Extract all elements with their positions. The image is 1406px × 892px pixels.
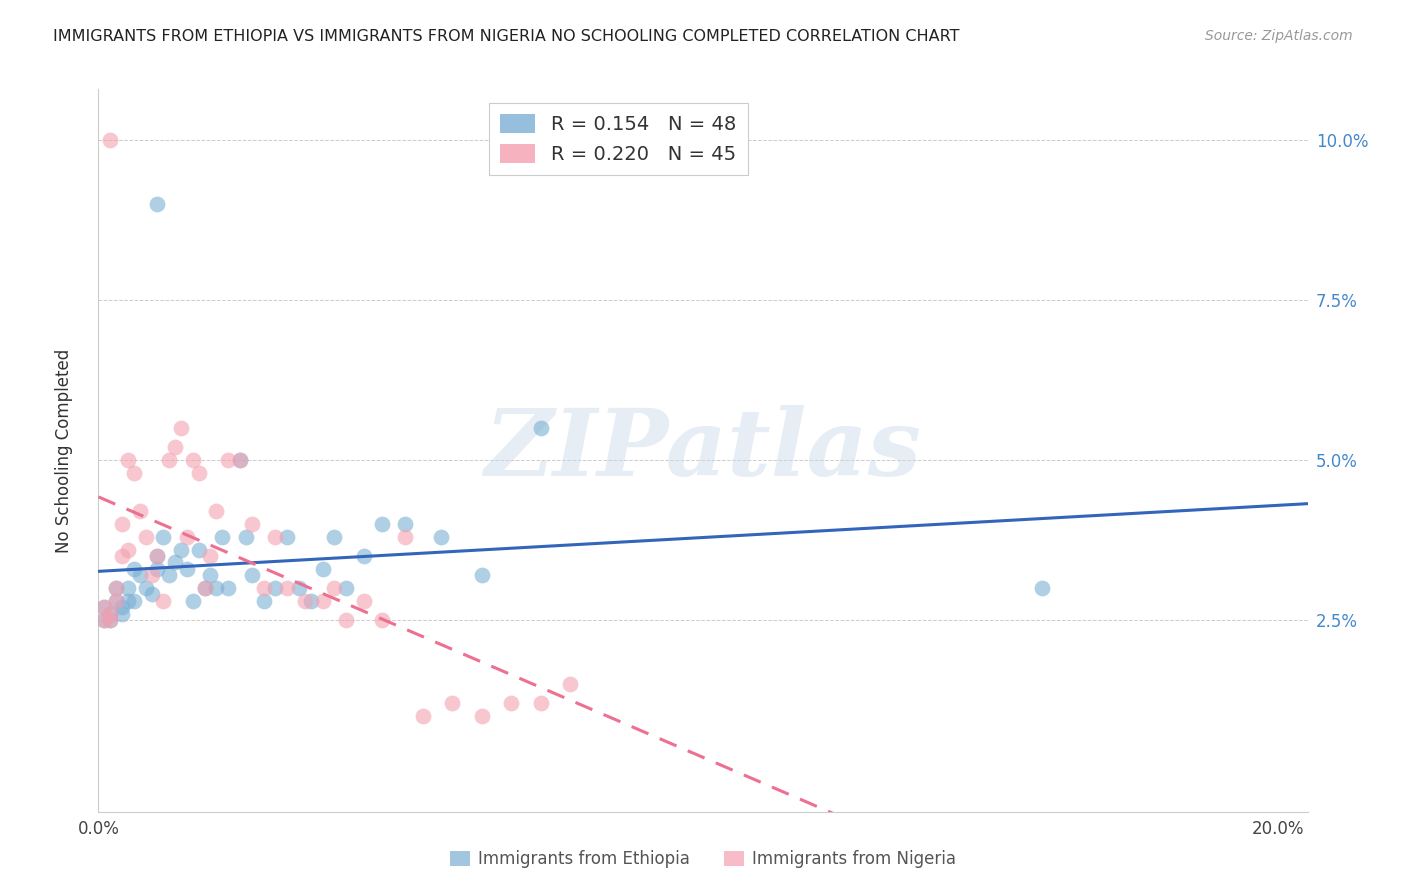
Point xyxy=(264,530,287,544)
Point xyxy=(471,708,494,723)
Point xyxy=(128,504,150,518)
Point xyxy=(181,593,204,607)
Point xyxy=(93,600,115,615)
Legend: R = 0.154   N = 48, R = 0.220   N = 45: R = 0.154 N = 48, R = 0.220 N = 45 xyxy=(489,103,748,176)
Point xyxy=(187,466,209,480)
Point xyxy=(200,549,222,563)
Point xyxy=(560,677,582,691)
Point xyxy=(93,600,115,615)
Point xyxy=(141,568,163,582)
Point xyxy=(441,696,464,710)
Point xyxy=(501,696,523,710)
Point xyxy=(122,562,145,576)
Point xyxy=(111,607,134,621)
Point xyxy=(111,600,134,615)
Point xyxy=(187,542,209,557)
Point xyxy=(1031,581,1053,595)
Point xyxy=(146,197,169,211)
Point xyxy=(211,530,233,544)
Point xyxy=(471,568,494,582)
Point xyxy=(429,530,451,544)
Point xyxy=(240,568,263,582)
Y-axis label: No Schooling Completed: No Schooling Completed xyxy=(55,349,73,552)
Point xyxy=(128,568,150,582)
Point xyxy=(217,453,239,467)
Point xyxy=(105,581,128,595)
Text: Source: ZipAtlas.com: Source: ZipAtlas.com xyxy=(1205,29,1353,43)
Point xyxy=(205,504,228,518)
Point xyxy=(353,549,375,563)
Point xyxy=(194,581,217,595)
Point xyxy=(194,581,217,595)
Point xyxy=(323,581,346,595)
Point xyxy=(165,440,187,454)
Point xyxy=(370,516,392,531)
Point xyxy=(122,466,145,480)
Point xyxy=(122,593,145,607)
Point xyxy=(311,593,333,607)
Legend: Immigrants from Ethiopia, Immigrants from Nigeria: Immigrants from Ethiopia, Immigrants fro… xyxy=(443,844,963,875)
Point xyxy=(205,581,228,595)
Point xyxy=(530,421,553,435)
Point xyxy=(111,516,134,531)
Point xyxy=(146,549,169,563)
Point xyxy=(229,453,252,467)
Point xyxy=(530,696,553,710)
Point xyxy=(323,530,346,544)
Point xyxy=(311,562,333,576)
Point xyxy=(276,581,298,595)
Point xyxy=(117,581,139,595)
Point xyxy=(176,562,198,576)
Point xyxy=(353,593,375,607)
Point xyxy=(252,581,274,595)
Point xyxy=(252,593,274,607)
Point xyxy=(93,613,115,627)
Point xyxy=(294,593,316,607)
Point xyxy=(152,593,174,607)
Point xyxy=(394,516,416,531)
Point xyxy=(105,593,128,607)
Point xyxy=(93,613,115,627)
Point xyxy=(98,133,121,147)
Point xyxy=(370,613,392,627)
Point xyxy=(200,568,222,582)
Point xyxy=(335,581,357,595)
Point xyxy=(235,530,257,544)
Point xyxy=(335,613,357,627)
Point xyxy=(165,555,187,569)
Point xyxy=(152,530,174,544)
Point xyxy=(276,530,298,544)
Point xyxy=(141,587,163,601)
Point xyxy=(181,453,204,467)
Point xyxy=(240,516,263,531)
Point xyxy=(105,593,128,607)
Text: IMMIGRANTS FROM ETHIOPIA VS IMMIGRANTS FROM NIGERIA NO SCHOOLING COMPLETED CORRE: IMMIGRANTS FROM ETHIOPIA VS IMMIGRANTS F… xyxy=(53,29,960,44)
Text: ZIPatlas: ZIPatlas xyxy=(485,406,921,495)
Point xyxy=(146,562,169,576)
Point xyxy=(135,581,157,595)
Point xyxy=(264,581,287,595)
Point xyxy=(288,581,311,595)
Point xyxy=(394,530,416,544)
Point xyxy=(170,542,193,557)
Point xyxy=(412,708,434,723)
Point xyxy=(98,607,121,621)
Point xyxy=(117,593,139,607)
Point xyxy=(98,613,121,627)
Point xyxy=(111,549,134,563)
Point xyxy=(98,613,121,627)
Point xyxy=(98,607,121,621)
Point xyxy=(170,421,193,435)
Point xyxy=(229,453,252,467)
Point xyxy=(146,549,169,563)
Point xyxy=(117,542,139,557)
Point xyxy=(135,530,157,544)
Point xyxy=(117,453,139,467)
Point xyxy=(157,568,180,582)
Point xyxy=(176,530,198,544)
Point xyxy=(217,581,239,595)
Point xyxy=(157,453,180,467)
Point xyxy=(105,581,128,595)
Point xyxy=(299,593,322,607)
